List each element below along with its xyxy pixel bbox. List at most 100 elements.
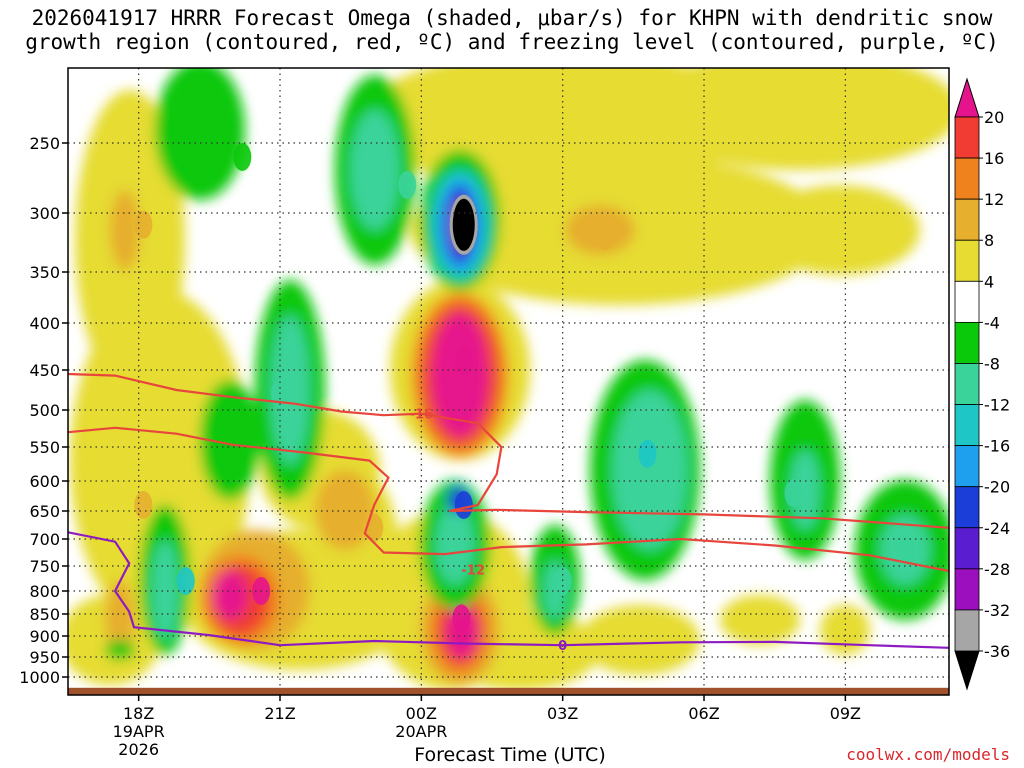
colorbar-label: -32 <box>984 601 1010 620</box>
title-line-1: 2026041917 HRRR Forecast Omega (shaded, … <box>31 6 993 30</box>
omega-positive-area <box>760 185 920 275</box>
y-tick-label: 550 <box>29 438 60 457</box>
chart-title: 2026041917 HRRR Forecast Omega (shaded, … <box>0 6 1024 54</box>
colorbar-band <box>954 280 980 323</box>
dgz-12-upper-contour <box>449 508 949 529</box>
y-tick-label: 800 <box>29 582 60 601</box>
colorbar-label: -36 <box>984 642 1010 661</box>
x-tick-label: 03Z <box>547 704 578 723</box>
y-tick-label: 600 <box>29 472 60 491</box>
y-tick-label: 300 <box>29 204 60 223</box>
contour-label: -16 <box>410 408 434 423</box>
y-tick-label: 850 <box>29 605 60 624</box>
y-tick-label: 1000 <box>19 668 60 687</box>
colorbar-band <box>954 609 980 652</box>
omega-core-2 <box>452 604 471 633</box>
x-tick-date: 19APR <box>113 722 165 741</box>
omega-maximum-ascent <box>432 313 488 437</box>
x-axis-title: Forecast Time (UTC) <box>414 744 606 766</box>
omega-core-7 <box>398 171 417 199</box>
colorbar-label: 12 <box>984 190 1004 209</box>
x-tick-date: 20APR <box>395 722 447 741</box>
colorbar-band <box>954 321 980 364</box>
colorbar-label: -12 <box>984 396 1010 415</box>
omega-moderate-descent <box>612 390 688 550</box>
colorbar-top-arrow <box>954 77 980 118</box>
omega-moderate-ascent <box>110 190 140 270</box>
colorbar-band <box>954 239 980 282</box>
title-line-2: growth region (contoured, red, ºC) and f… <box>25 30 999 54</box>
colorbar-label: -20 <box>984 478 1010 497</box>
y-tick-label: 500 <box>29 401 60 420</box>
colorbar-label: 8 <box>984 231 994 250</box>
colorbar-band <box>954 527 980 570</box>
y-tick-label: 650 <box>29 502 60 521</box>
dgz-16-lower-contour <box>68 426 949 573</box>
y-tick-label: 350 <box>29 263 60 282</box>
omega-positive-area <box>720 595 800 645</box>
omega-maximum-ascent <box>212 570 248 620</box>
omega-core-10 <box>784 479 803 507</box>
contour-label: -12 <box>461 564 485 579</box>
omega-extreme-core <box>452 198 475 251</box>
x-tick-label: 06Z <box>688 704 719 723</box>
dgz-16-upper-contour <box>68 372 503 513</box>
omega-positive-area <box>580 605 700 675</box>
pressure-axis: 250 300 350 400 450 500 550 600 650 700 750 800 850 9… <box>19 134 68 687</box>
colorbar-band <box>954 363 980 405</box>
y-tick-label: 400 <box>29 314 60 333</box>
omega-core-14 <box>596 222 615 251</box>
colorbar-label: 20 <box>984 108 1004 127</box>
colorbar-label: -4 <box>984 313 1000 332</box>
colorbar-band <box>954 445 980 488</box>
colorbar-band <box>954 486 980 529</box>
freezing-level-contour <box>68 531 949 649</box>
colorbar-label: -24 <box>984 519 1010 538</box>
colorbar-band <box>954 116 980 159</box>
colorbar-bottom-arrow <box>954 650 980 691</box>
omega-core-12 <box>233 143 252 171</box>
colorbar-label: -8 <box>984 354 1000 373</box>
omega-core-8 <box>176 567 195 595</box>
omega-core-13 <box>134 210 153 239</box>
site-credit: coolwx.com/models <box>846 745 1010 764</box>
omega-moderate-descent <box>435 505 475 585</box>
colorbar-band <box>954 568 980 611</box>
x-tick-label: 18Z <box>123 704 154 723</box>
omega-core-11 <box>897 535 916 564</box>
omega-positive-area <box>640 68 949 170</box>
colorbar-label: 16 <box>984 149 1004 168</box>
colorbar-band <box>954 198 980 241</box>
omega-core-5 <box>638 439 657 468</box>
omega-moderate-descent <box>790 450 820 530</box>
x-tick-label: 21Z <box>264 704 295 723</box>
colorbar-label: 4 <box>984 272 994 291</box>
y-tick-label: 250 <box>29 134 60 153</box>
colorbar-band <box>954 404 980 447</box>
x-tick-label: 00Z <box>406 704 437 723</box>
y-tick-label: 700 <box>29 530 60 549</box>
plot-frame <box>67 67 950 696</box>
colorbar-label: -28 <box>984 560 1010 579</box>
omega-moderate-descent <box>270 315 310 465</box>
omega-moderate-descent <box>151 540 179 640</box>
x-tick-label: 09Z <box>830 704 861 723</box>
omega-moderate-ascent <box>315 470 375 550</box>
y-tick-label: 900 <box>29 627 60 646</box>
colorbar-label: -16 <box>984 437 1010 456</box>
contour-label: 0 <box>558 639 567 654</box>
omega-core-15 <box>134 491 153 519</box>
omega-descent-area <box>105 640 135 660</box>
omega-descent-area <box>155 68 245 200</box>
y-tick-label: 950 <box>29 648 60 667</box>
y-tick-label: 750 <box>29 557 60 576</box>
omega-core-4 <box>454 491 473 519</box>
omega-moderate-descent <box>350 110 400 230</box>
x-tick-year: 2026 <box>118 740 159 759</box>
ground-strip <box>68 687 949 695</box>
colorbar-band <box>954 157 980 200</box>
y-tick-label: 450 <box>29 361 60 380</box>
omega-moderate-ascent <box>105 580 135 660</box>
